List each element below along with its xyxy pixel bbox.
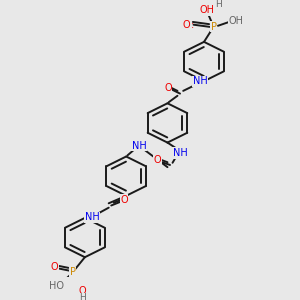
Text: H: H: [215, 0, 222, 9]
Text: O: O: [79, 286, 86, 296]
Text: O: O: [182, 20, 190, 30]
Text: OH: OH: [229, 16, 244, 26]
Text: P: P: [70, 267, 76, 277]
Text: O: O: [120, 195, 128, 205]
Text: P: P: [211, 22, 217, 32]
Text: :: :: [191, 20, 194, 30]
Text: NH: NH: [193, 76, 207, 86]
Text: NH: NH: [173, 148, 188, 158]
Text: OH: OH: [199, 5, 214, 16]
Text: HO: HO: [49, 281, 64, 291]
Text: NH: NH: [131, 141, 146, 151]
Text: O: O: [51, 262, 58, 272]
Text: O: O: [164, 82, 172, 93]
Text: NH: NH: [85, 212, 100, 222]
Text: O: O: [154, 155, 161, 165]
Text: H: H: [79, 293, 86, 300]
